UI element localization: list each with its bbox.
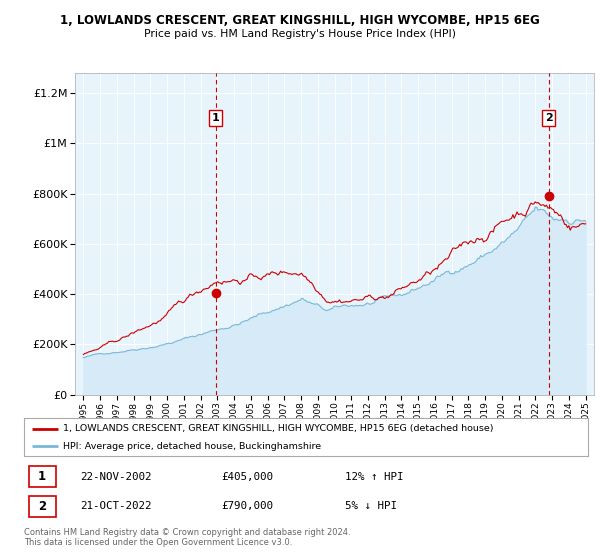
Text: 12% ↑ HPI: 12% ↑ HPI: [346, 472, 404, 482]
Text: £790,000: £790,000: [221, 501, 274, 511]
Text: 2: 2: [38, 500, 46, 513]
FancyBboxPatch shape: [29, 496, 56, 516]
Text: Price paid vs. HM Land Registry's House Price Index (HPI): Price paid vs. HM Land Registry's House …: [144, 29, 456, 39]
Text: Contains HM Land Registry data © Crown copyright and database right 2024.
This d: Contains HM Land Registry data © Crown c…: [24, 528, 350, 548]
Text: 21-OCT-2022: 21-OCT-2022: [80, 501, 152, 511]
Text: 1, LOWLANDS CRESCENT, GREAT KINGSHILL, HIGH WYCOMBE, HP15 6EG: 1, LOWLANDS CRESCENT, GREAT KINGSHILL, H…: [60, 14, 540, 27]
FancyBboxPatch shape: [29, 466, 56, 487]
Text: 2: 2: [545, 113, 553, 123]
Text: 1: 1: [212, 113, 220, 123]
Text: £405,000: £405,000: [221, 472, 274, 482]
Text: 1: 1: [38, 470, 46, 483]
Text: 22-NOV-2002: 22-NOV-2002: [80, 472, 152, 482]
Text: HPI: Average price, detached house, Buckinghamshire: HPI: Average price, detached house, Buck…: [64, 442, 322, 451]
Text: 1, LOWLANDS CRESCENT, GREAT KINGSHILL, HIGH WYCOMBE, HP15 6EG (detached house): 1, LOWLANDS CRESCENT, GREAT KINGSHILL, H…: [64, 424, 494, 433]
Text: 5% ↓ HPI: 5% ↓ HPI: [346, 501, 397, 511]
